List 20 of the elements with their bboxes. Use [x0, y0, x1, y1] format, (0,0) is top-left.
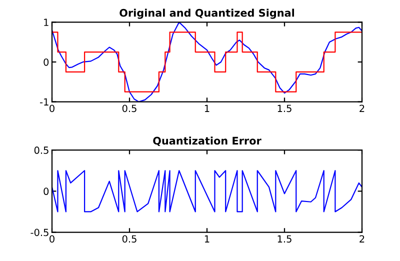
y-tick-label: 0 — [44, 58, 49, 66]
chart-title: Original and Quantized Signal — [120, 8, 294, 19]
y-tick-label: 1 — [44, 18, 48, 26]
x-tick-label: 0 — [50, 104, 54, 112]
x-tick-label: 1 — [204, 104, 210, 112]
x-tick-label: 0 — [50, 235, 54, 243]
x-tick-label: 1.5 — [278, 104, 292, 112]
line-series — [52, 22, 362, 102]
y-tick-label: -0.5 — [30, 228, 48, 236]
x-tick-label: 1 — [204, 235, 210, 242]
x-tick-label: 1.5 — [278, 235, 292, 243]
x-tick-label: 0.5 — [122, 104, 136, 112]
x-tick-label: 2 — [360, 104, 364, 112]
y-tick-label: -1 — [40, 98, 48, 106]
x-tick-label: 0.5 — [122, 235, 136, 243]
x-tick-label: 2 — [360, 235, 364, 242]
y-tick-label: 0.5 — [34, 146, 48, 154]
chart-title: Quantization Error — [153, 136, 262, 146]
y-tick-label: 0 — [44, 188, 49, 196]
line-series — [52, 170, 362, 212]
